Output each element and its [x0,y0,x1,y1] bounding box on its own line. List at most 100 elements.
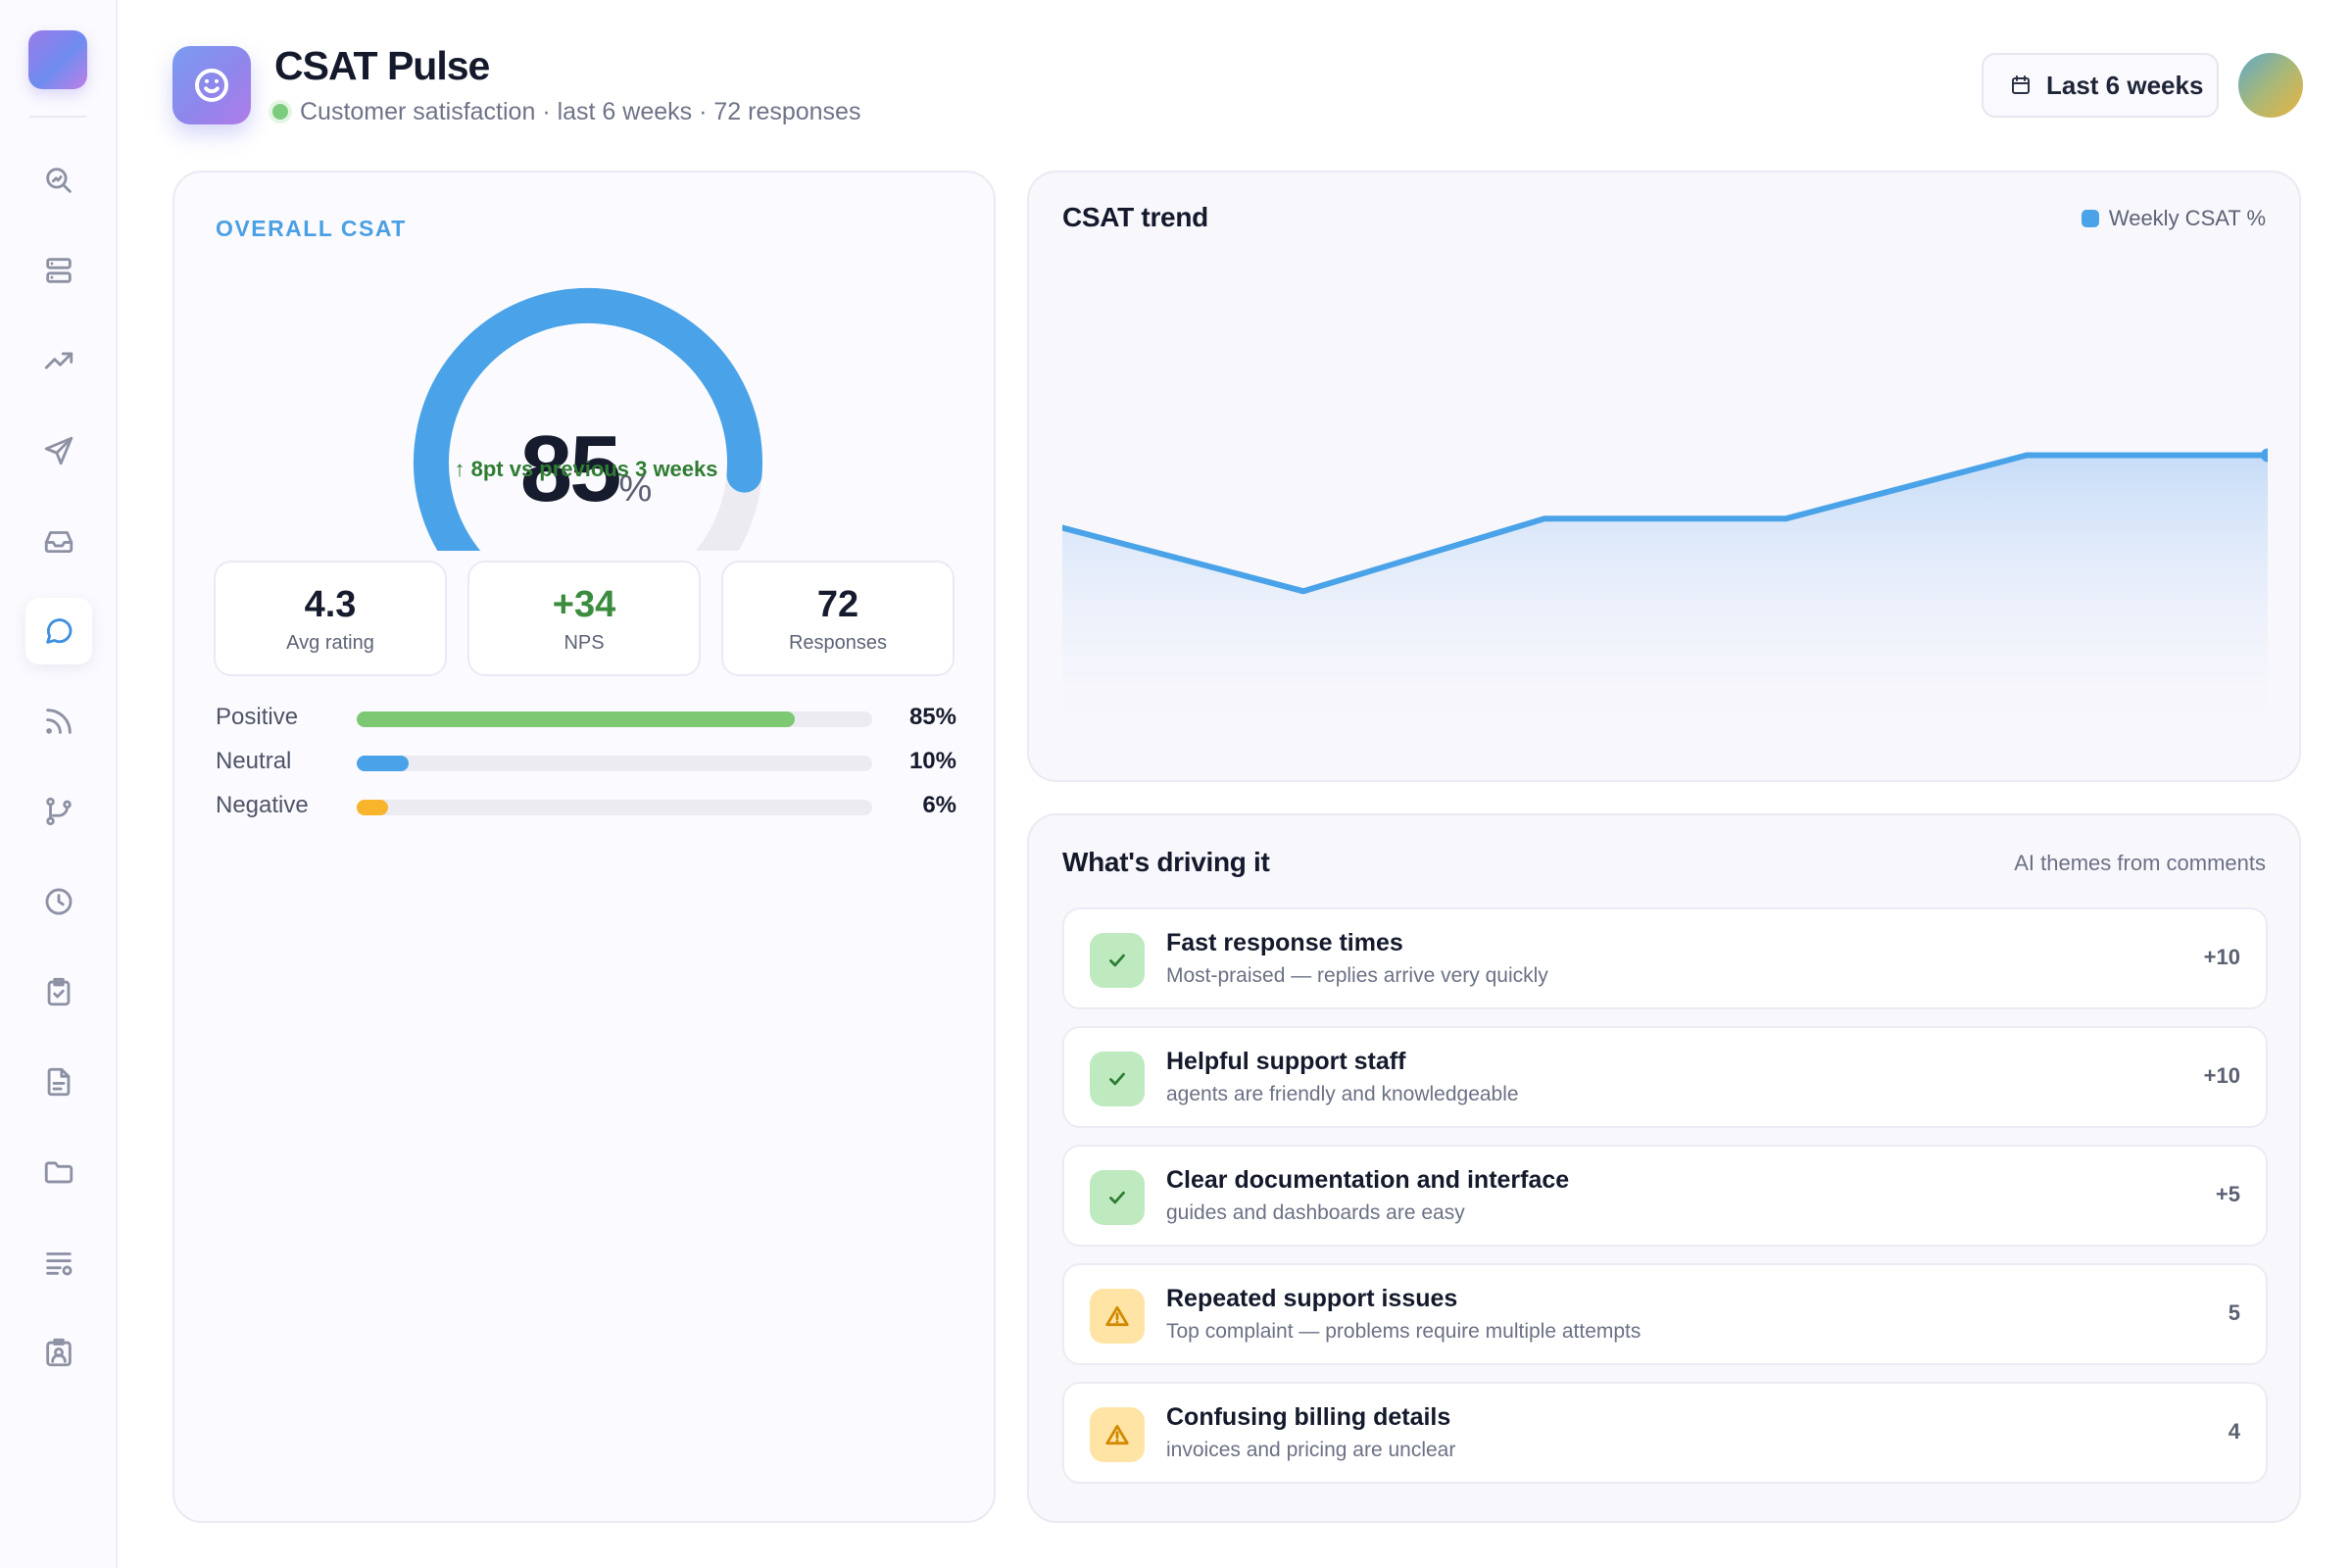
sentiment-label: Negative [216,792,309,818]
drivers-subtitle: AI themes from comments [2014,851,2266,875]
sidebar-item-workflows[interactable] [25,778,92,845]
csat-score: 85% [174,416,998,523]
status-dot [272,104,288,120]
sentiment-track [357,711,872,727]
csat-score-unit: % [618,468,653,510]
sentiment-percent: 85% [908,704,956,730]
warning-icon [1105,1305,1129,1327]
smile-icon [195,69,228,102]
driver-score: +10 [2203,945,2240,969]
legend-label: Weekly CSAT % [2108,206,2266,230]
sidebar-item-contacts[interactable] [25,1319,92,1386]
driver-row[interactable]: Fast response times Most-praised — repli… [1062,907,2268,1009]
chart-legend: Weekly CSAT % [2081,206,2266,231]
clock-icon [45,888,73,915]
send-icon [44,436,74,466]
stat-nps: +34 NPS [467,561,701,676]
sentiment-row-neutral: Neutral 10% [216,746,956,779]
sentiment-track [357,800,872,815]
file-text-icon [47,1067,71,1097]
driver-title: Helpful support staff [1166,1048,1406,1075]
driver-score: 4 [2228,1419,2240,1444]
stat-label: Responses [788,632,888,654]
sidebar-item-search-analytics[interactable] [25,147,92,214]
stat-value: 4.3 [304,584,357,625]
sentiment-percent: 6% [922,792,956,818]
stat-label: Avg rating [286,632,374,654]
sidebar-item-inbox[interactable] [25,508,92,574]
calendar-icon [2012,75,2030,94]
sentiment-bar-positive [357,711,796,727]
contact-badge-icon [46,1338,72,1367]
trend-line [1062,452,2268,595]
rss-icon [46,709,72,734]
sentiment-percent: 10% [908,748,956,774]
driver-description: agents are friendly and knowledgeable [1166,1083,1519,1105]
message-circle-icon [46,618,73,644]
git-branch-icon [46,797,72,826]
csat-trend-card: CSAT trend Weekly CSAT % [1027,171,2301,782]
date-range-button[interactable]: Last 6 weeks [1982,53,2219,118]
driver-description: Most-praised — replies arrive very quick… [1166,964,1548,987]
sentiment-bar-neutral [357,756,409,771]
sidebar-item-send[interactable] [25,417,92,484]
overall-csat-card: OVERALL CSAT 85% ↑ 8pt vs previous 3 wee… [172,171,996,1523]
sentiment-row-negative: Negative 6% [216,790,956,823]
sidebar-item-tasks[interactable] [25,958,92,1025]
sentiment-track [357,756,872,771]
sentiment-bar-negative [357,800,388,815]
positive-badge [1090,1170,1145,1225]
sidebar-item-trends[interactable] [25,327,92,394]
driver-score: +5 [2215,1182,2240,1206]
trend-point-latest[interactable] [2261,448,2268,463]
folder-icon [44,1161,74,1184]
sidebar-item-servers[interactable] [25,237,92,304]
driver-title: Repeated support issues [1166,1285,1458,1312]
positive-badge [1090,933,1145,988]
trend-title: CSAT trend [1062,202,1208,232]
csat-gauge [414,287,762,551]
warning-badge [1090,1289,1145,1344]
stat-value: 72 [816,584,859,625]
sentiment-label: Positive [216,704,299,730]
driver-row[interactable]: Repeated support issues Top complaint — … [1062,1263,2268,1365]
check-icon [1109,1072,1125,1086]
driver-row[interactable]: Clear documentation and interface guides… [1062,1145,2268,1247]
check-icon [1109,954,1125,967]
csat-score-number: 85 [519,416,622,521]
overall-csat-label: OVERALL CSAT [216,216,407,241]
list-settings-icon [46,1252,73,1276]
sidebar-item-feeds[interactable] [25,688,92,755]
app-icon [172,46,251,124]
trending-up-icon [44,352,74,369]
warning-icon [1105,1424,1129,1446]
positive-badge [1090,1052,1145,1106]
date-range-label: Last 6 weeks [2046,70,2204,100]
stat-avg-rating: 4.3 Avg rating [214,561,447,676]
search-chart-icon [46,168,72,193]
driver-description: invoices and pricing are unclear [1166,1439,1456,1461]
app-logo[interactable] [28,30,87,89]
sidebar-item-filters[interactable] [25,1229,92,1296]
legend-swatch [2081,210,2099,227]
sidebar-item-feedback[interactable] [25,598,92,664]
drivers-title: What's driving it [1062,847,1270,877]
trend-chart [1062,448,2268,727]
driver-title: Confusing billing details [1166,1403,1451,1431]
driver-row[interactable]: Confusing billing details invoices and p… [1062,1382,2268,1484]
inbox-icon [44,531,74,554]
driver-row[interactable]: Helpful support staff agents are friendl… [1062,1026,2268,1128]
sidebar-item-history[interactable] [25,868,92,935]
driver-title: Clear documentation and interface [1166,1166,1570,1194]
clipboard-check-icon [47,977,71,1006]
check-icon [1109,1191,1125,1204]
sentiment-row-positive: Positive 85% [216,702,956,735]
driver-description: Top complaint — problems require multipl… [1166,1320,1642,1343]
trend-area [1062,455,2268,727]
sidebar-item-documents[interactable] [25,1049,92,1115]
sentiment-label: Neutral [216,748,292,774]
page-title: CSAT Pulse [274,43,490,88]
driver-score: +10 [2203,1063,2240,1088]
avatar[interactable] [2238,53,2303,118]
sidebar-item-folders[interactable] [25,1139,92,1205]
